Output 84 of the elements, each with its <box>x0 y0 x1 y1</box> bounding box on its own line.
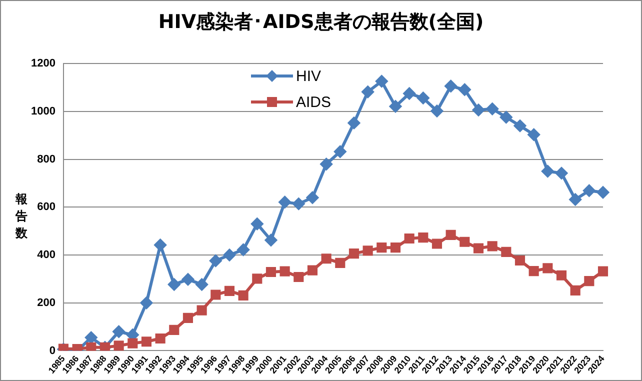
point <box>362 246 373 256</box>
point <box>446 230 456 240</box>
point <box>418 232 428 243</box>
point <box>486 102 498 115</box>
point <box>320 158 332 170</box>
point <box>86 342 96 351</box>
point <box>570 285 580 296</box>
point <box>583 184 596 197</box>
point <box>237 244 250 256</box>
point <box>584 276 594 286</box>
point <box>528 128 540 141</box>
y-tick-label: 400 <box>37 249 56 262</box>
point <box>266 266 276 278</box>
point <box>444 80 457 92</box>
chart-title: HIV感染者･AIDS患者の報告数(全国) <box>157 10 485 35</box>
point <box>501 246 512 257</box>
point <box>168 278 180 290</box>
point <box>238 290 248 300</box>
point <box>528 266 539 276</box>
y-tick-label: 1000 <box>30 105 56 118</box>
point <box>114 340 124 351</box>
point <box>403 88 416 100</box>
point <box>389 100 402 112</box>
point <box>417 92 430 104</box>
y-tick-label: 200 <box>37 296 56 309</box>
y-axis-title: 報告数 <box>15 191 28 242</box>
point <box>430 104 443 117</box>
point <box>597 186 609 198</box>
point <box>307 265 318 276</box>
point <box>432 238 442 249</box>
point <box>514 255 526 266</box>
y-tick-label: 1200 <box>30 58 56 70</box>
point <box>472 104 484 116</box>
point <box>376 242 387 253</box>
point <box>224 286 235 296</box>
point <box>128 338 138 348</box>
point <box>487 241 498 252</box>
point <box>252 274 262 284</box>
point <box>223 249 236 262</box>
point <box>404 233 414 244</box>
legend-label: HIV <box>296 68 322 84</box>
point <box>196 305 207 316</box>
point <box>196 278 208 290</box>
point <box>473 243 484 254</box>
point <box>460 236 470 247</box>
point <box>306 192 318 204</box>
point <box>169 324 180 335</box>
point <box>555 167 568 180</box>
point <box>294 272 304 282</box>
point <box>362 86 374 98</box>
point <box>335 258 346 268</box>
point <box>542 263 553 274</box>
point <box>514 120 526 132</box>
point <box>264 234 277 246</box>
point <box>280 266 290 276</box>
point <box>292 198 305 210</box>
point <box>278 196 291 208</box>
point <box>182 273 194 286</box>
point <box>542 165 554 178</box>
y-tick-label: 0 <box>49 344 56 357</box>
point <box>556 270 567 280</box>
point <box>458 84 471 96</box>
point <box>251 218 264 230</box>
point <box>348 248 360 259</box>
point <box>334 146 346 158</box>
point <box>112 326 125 338</box>
point <box>376 75 388 88</box>
y-tick-label: 600 <box>37 201 56 214</box>
point <box>569 194 582 206</box>
point <box>154 238 166 251</box>
point <box>85 332 98 344</box>
legend-label: AIDS <box>296 94 332 110</box>
point <box>155 333 166 344</box>
point <box>140 296 152 309</box>
point <box>182 312 194 323</box>
point <box>598 266 608 276</box>
y-tick-label: 800 <box>37 153 56 166</box>
point <box>348 116 360 129</box>
point <box>210 254 222 267</box>
point <box>390 242 401 253</box>
point <box>210 290 221 300</box>
point <box>500 111 512 124</box>
point <box>321 254 332 264</box>
point <box>141 336 152 347</box>
